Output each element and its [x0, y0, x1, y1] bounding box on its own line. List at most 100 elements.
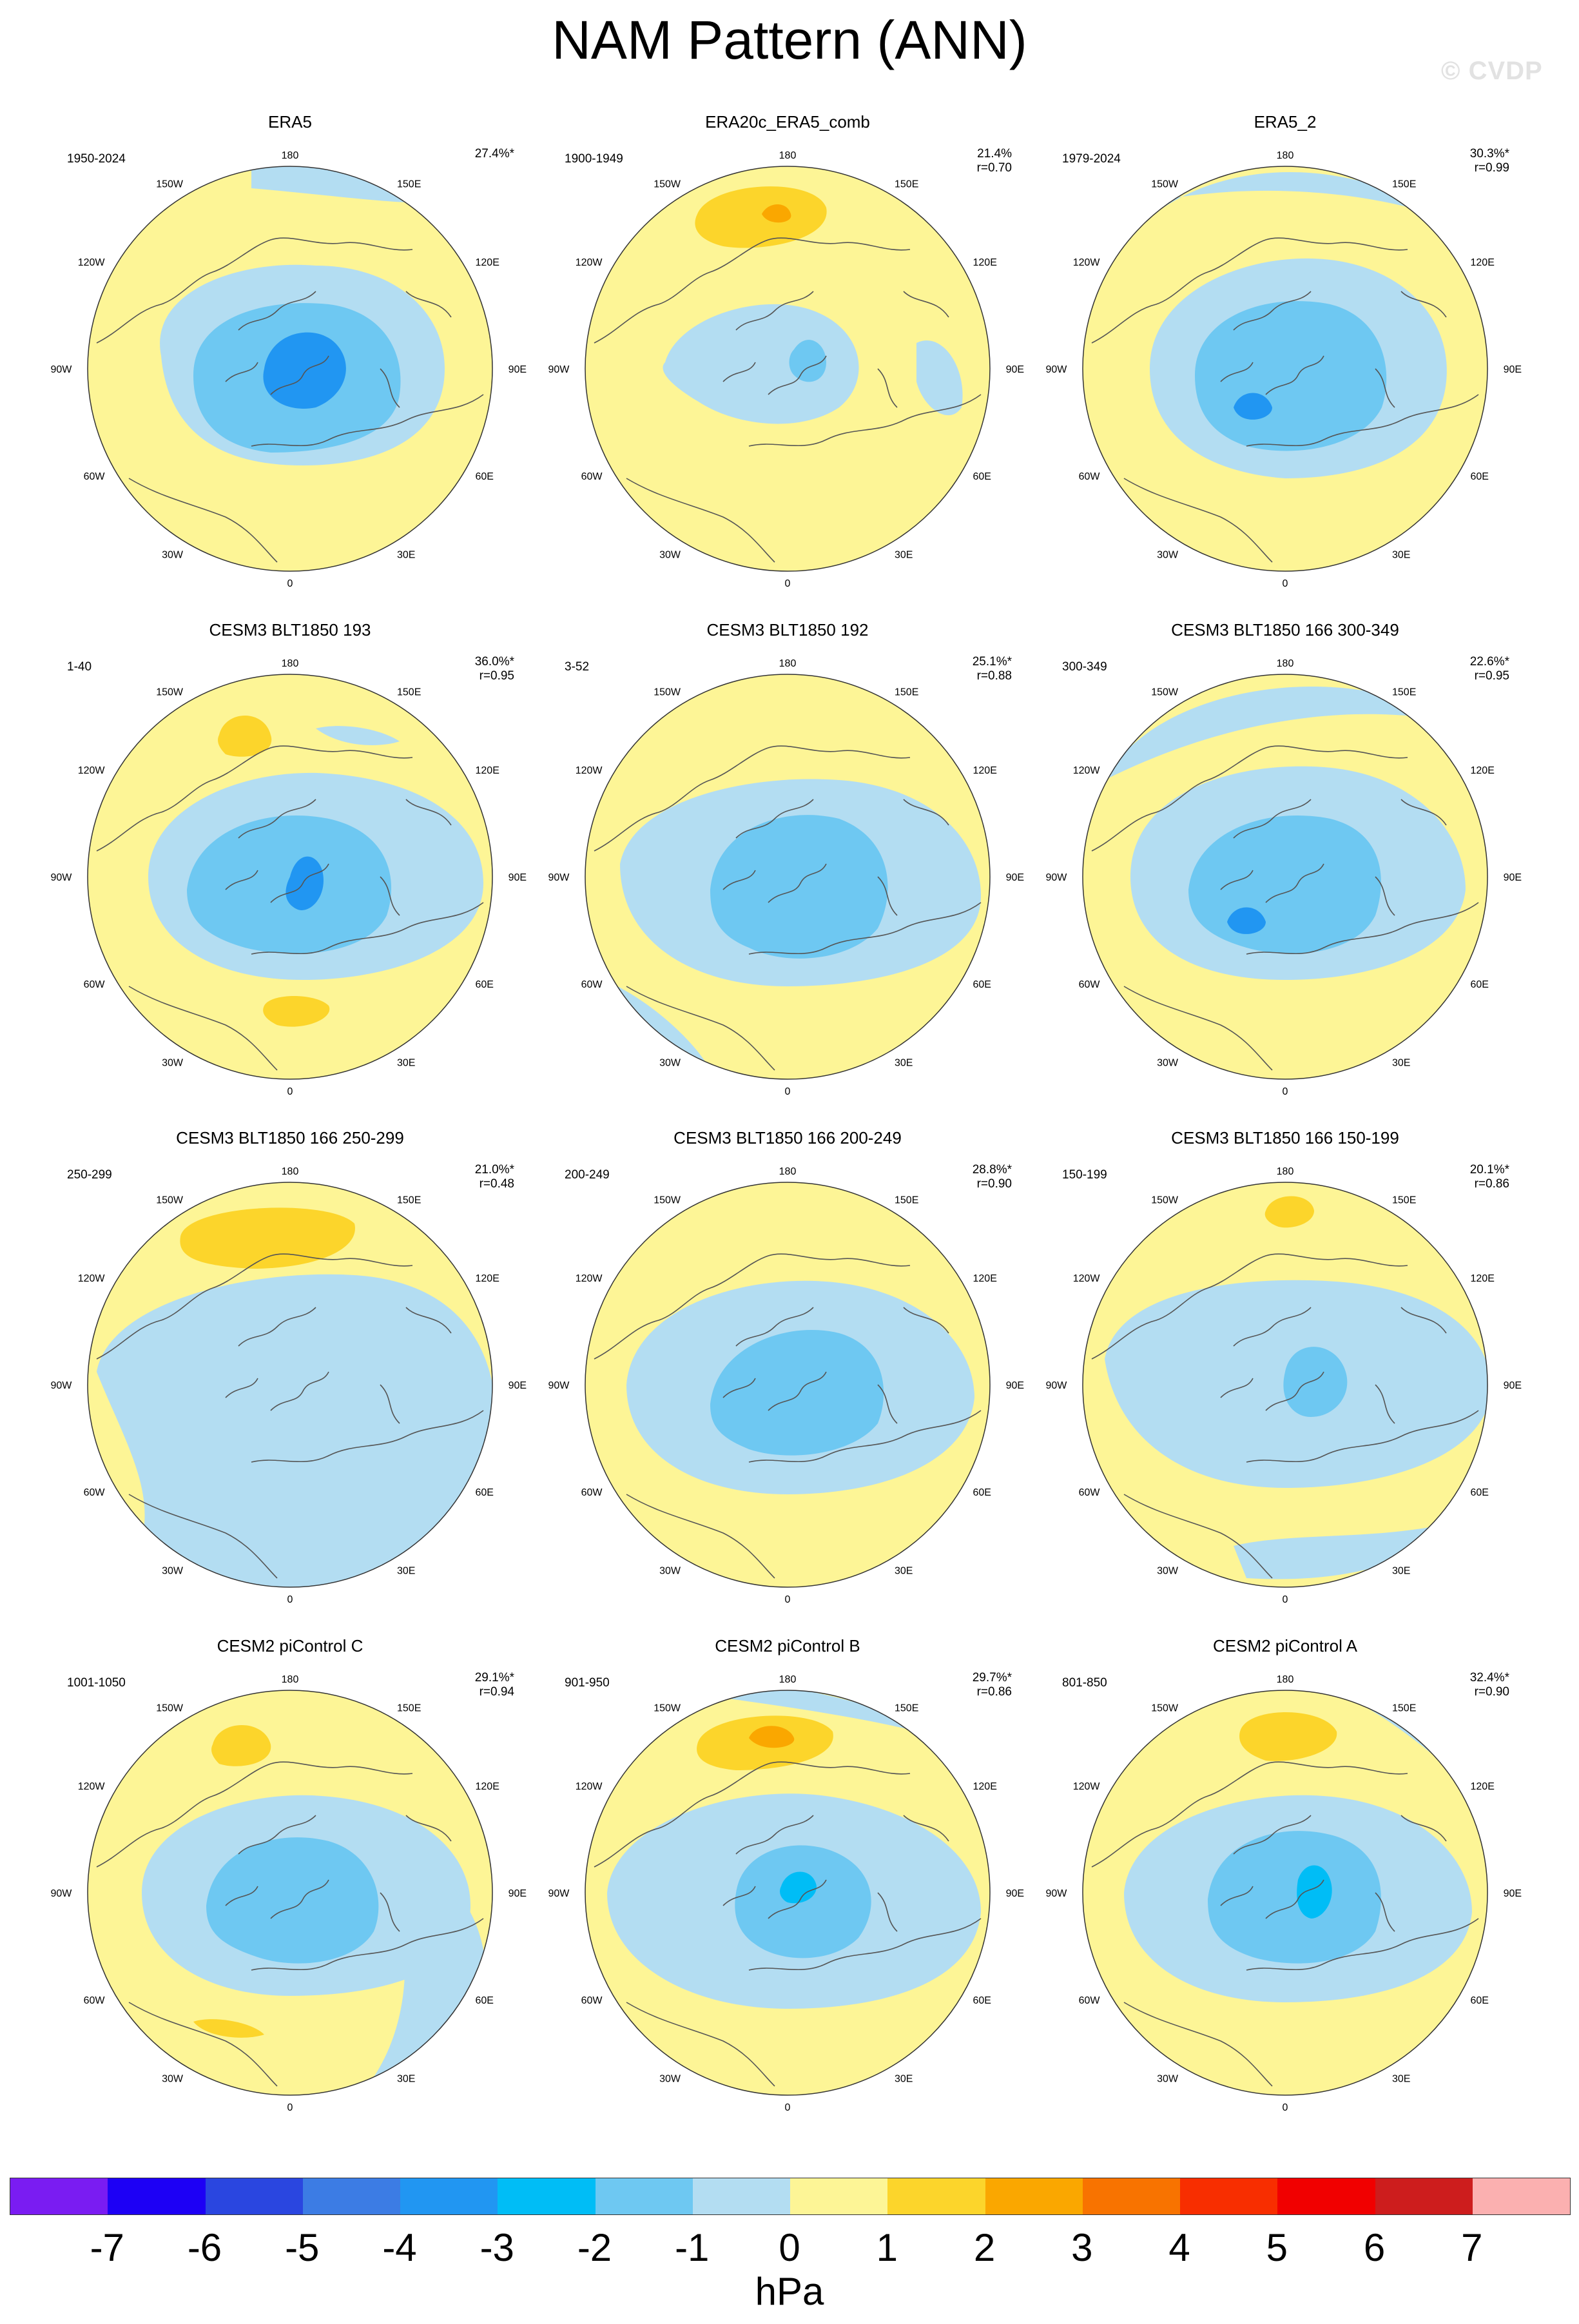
longitude-label: 180: [1277, 1166, 1294, 1177]
colorbar-tick-label: -5: [285, 2226, 320, 2269]
watermark: © CVDP: [1441, 57, 1543, 85]
longitude-label: 60E: [973, 1995, 991, 2006]
map-border: [585, 674, 991, 1080]
longitude-label: 120W: [576, 765, 603, 776]
longitude-label: 90W: [1045, 872, 1067, 883]
polar-map: 180 150E 120E 90E 60E 30E 0 30W 60W 90W 120W 150W: [548, 658, 1024, 1097]
longitude-label: 0: [785, 578, 791, 589]
longitude-label: 0: [785, 2102, 791, 2113]
pattern-correlation: r=0.90: [1474, 1685, 1509, 1699]
longitude-label: 90E: [1006, 1380, 1024, 1391]
longitude-label: 90E: [1006, 872, 1024, 883]
longitude-label: 60E: [1471, 1995, 1489, 2006]
coastline: [594, 237, 911, 344]
colorbar: [10, 2178, 1571, 2215]
colorbar-swatch: [1472, 2178, 1570, 2214]
longitude-label: 90E: [1006, 364, 1024, 375]
longitude-label: 90W: [1045, 1380, 1067, 1391]
coastline: [128, 986, 278, 1071]
coastline: [1091, 745, 1408, 852]
coastline: [1246, 1918, 1479, 1971]
longitude-label: 0: [1283, 1594, 1288, 1605]
longitude-label: 150E: [1392, 179, 1416, 190]
longitude-label: 30W: [659, 550, 681, 561]
longitude-label: 120W: [1073, 765, 1101, 776]
longitude-label: 60E: [1471, 979, 1489, 990]
anomaly-contour: [789, 340, 826, 382]
panel-period: 901-950: [565, 1676, 610, 1690]
longitude-label: 120W: [576, 257, 603, 268]
colorbar-swatch: [595, 2178, 693, 2214]
longitude-label: 0: [785, 1594, 791, 1605]
longitude-label: 150W: [1151, 687, 1179, 698]
coastline: [626, 2002, 775, 2087]
map-border: [87, 1690, 493, 2096]
map-border: [585, 1690, 991, 2096]
map-panel: CESM3 BLT1850 166 300-349 300-349 22.6%* r=…: [1040, 619, 1530, 1109]
longitude-label: 150W: [156, 687, 184, 698]
colorbar-tick-label: 2: [973, 2226, 996, 2269]
longitude-label: 60E: [1471, 471, 1489, 482]
panel-stats: 21.4% r=0.70: [977, 147, 1012, 175]
longitude-label: 60W: [1079, 979, 1101, 990]
panel-stats: 30.3%* r=0.99: [1470, 147, 1509, 175]
panel-period: 250-299: [67, 1168, 112, 1182]
variance-explained: 30.3%*: [1469, 147, 1509, 161]
colorbar-tick-label: 1: [876, 2226, 898, 2269]
colorbar-tick-label: 0: [779, 2226, 800, 2269]
colorbar-swatch: [1180, 2178, 1278, 2214]
coastline: [251, 394, 484, 447]
colorbar-tick-labels: -7 -6 -5 -4 -3 -2 -1 0 1 2 3 4 5 6 7: [0, 2225, 1579, 2277]
longitude-label: 120E: [1471, 1781, 1495, 1792]
longitude-label: 30W: [659, 2074, 681, 2085]
anomaly-contour: [1105, 686, 1453, 780]
longitude-label: 30W: [162, 1058, 184, 1069]
longitude-label: 180: [1277, 150, 1294, 161]
anomaly-contour: [286, 856, 324, 910]
longitude-label: 120E: [476, 765, 499, 776]
longitude-label: 90W: [50, 872, 72, 883]
map-panel: ERA20c_ERA5_comb 1900-1949 21.4% r=0.70 180 1…: [543, 111, 1032, 601]
coastline: [722, 799, 827, 903]
anomaly-contour: [263, 332, 346, 409]
longitude-label: 0: [1283, 2102, 1288, 2113]
coastline: [96, 237, 413, 344]
pattern-correlation: r=0.99: [1474, 161, 1509, 175]
coastline: [96, 1253, 413, 1360]
coastline: [128, 478, 278, 563]
map-border: [1082, 1182, 1488, 1588]
anomaly-contour: [695, 186, 827, 248]
longitude-label: 60W: [84, 1995, 106, 2006]
variance-explained: 32.4%*: [1469, 1671, 1509, 1684]
panel-stats: 29.7%* r=0.86: [973, 1671, 1012, 1699]
map-panel: CESM2 piControl C 1001-1050 29.1%* r=0.94 18…: [45, 1635, 535, 2125]
map-panel: CESM3 BLT1850 166 250-299 250-299 21.0%* r=…: [45, 1127, 535, 1617]
pattern-correlation: r=0.95: [1474, 669, 1509, 683]
longitude-label: 120E: [476, 1273, 499, 1284]
longitude-label: 150E: [397, 1195, 421, 1206]
longitude-label: 150E: [1392, 687, 1416, 698]
longitude-label: 150E: [1392, 1703, 1416, 1714]
coastline: [225, 291, 329, 395]
longitude-label: 120W: [576, 1273, 603, 1284]
anomaly-contour: [710, 815, 888, 959]
pattern-correlation: r=0.90: [976, 1177, 1012, 1191]
coastline: [1091, 1761, 1408, 1868]
longitude-label: 180: [779, 150, 797, 161]
colorbar-swatch: [887, 2178, 985, 2214]
anomaly-contour: [1234, 393, 1272, 420]
map-panel: CESM3 BLT1850 192 3-52 25.1%* r=0.88 180 150E…: [543, 619, 1032, 1109]
coastline: [594, 1761, 911, 1868]
anomaly-contour: [710, 1329, 884, 1456]
colorbar-swatch: [108, 2178, 206, 2214]
longitude-label: 180: [779, 658, 797, 669]
polar-map: 180 150E 120E 90E 60E 30E 0 30W 60W 90W 120W 150W: [1045, 1674, 1522, 2113]
panel-stats: 27.4%*: [475, 147, 514, 161]
longitude-label: 120E: [1471, 1273, 1495, 1284]
variance-explained: 25.1%*: [972, 655, 1012, 669]
anomaly-contour: [762, 204, 791, 223]
longitude-label: 90W: [50, 1380, 72, 1391]
coastline: [877, 291, 949, 408]
coastline: [128, 2002, 278, 2087]
panel-title: CESM3 BLT1850 166 300-349: [1171, 620, 1399, 640]
